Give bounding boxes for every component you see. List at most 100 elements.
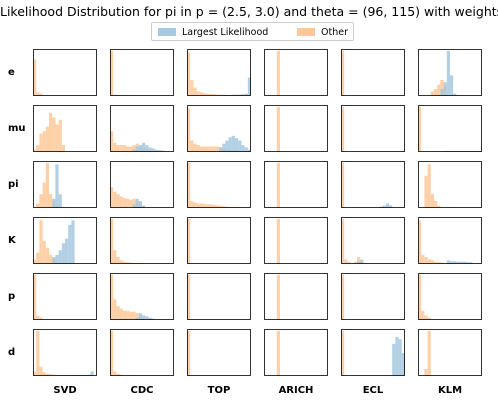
bar-other-6 (437, 84, 441, 96)
bar-other-1 (36, 203, 40, 208)
panel-e-cdc (110, 49, 174, 96)
bar-largest-likelihood-10 (142, 205, 146, 208)
panel-d-arich (264, 329, 328, 376)
bar-largest-likelihood-12 (148, 317, 152, 320)
bar-largest-likelihood-10 (450, 261, 454, 264)
panel-frame (418, 217, 482, 264)
bar-largest-likelihood-19 (401, 353, 405, 376)
panel-mu-arich (264, 105, 328, 152)
col-label-ecl: ECL (362, 385, 384, 396)
row-label-p: p (8, 291, 16, 302)
bar-other-4 (45, 126, 49, 152)
bar-other-1 (113, 371, 117, 376)
bar-largest-likelihood-12 (71, 220, 75, 264)
bar-largest-likelihood-17 (241, 145, 245, 152)
bar-largest-likelihood-9 (446, 260, 450, 264)
panel-frame (110, 105, 174, 152)
bar-other-1 (36, 330, 40, 376)
panel-e-svd (33, 49, 97, 96)
bar-other-10 (219, 205, 223, 208)
panel-pi-svd (33, 161, 97, 208)
bar-largest-likelihood-9 (61, 243, 65, 264)
legend-swatch-other (297, 28, 315, 36)
legend: Largest Likelihood Other (151, 22, 354, 41)
bar-other-0 (418, 106, 422, 152)
panel-mu-ecl (341, 105, 405, 152)
bar-other-0 (110, 187, 114, 208)
bar-other-2 (193, 143, 197, 152)
bar-other-2 (193, 87, 197, 96)
panel-k-svd (33, 217, 97, 264)
bar-other-2 (424, 257, 428, 264)
bar-other-1 (113, 250, 117, 264)
panel-frame (418, 273, 482, 320)
panel-pi-ecl (341, 161, 405, 208)
bar-other-0 (33, 259, 37, 264)
bar-other-0 (187, 274, 191, 320)
bar-other-2 (116, 194, 120, 208)
panel-frame (33, 105, 97, 152)
panel-k-arich (264, 217, 328, 264)
bar-largest-likelihood-16 (392, 343, 396, 376)
bar-other-3 (119, 145, 123, 152)
bar-largest-likelihood-6 (360, 260, 364, 264)
bar-other-4 (199, 92, 203, 96)
bar-other-0 (187, 108, 191, 152)
panel-frame (418, 329, 482, 376)
bar-other-0 (341, 162, 345, 208)
bar-other-3 (42, 182, 46, 208)
bar-other-2 (39, 133, 43, 152)
panel-frame (341, 105, 405, 152)
bar-other-3 (119, 260, 123, 264)
bar-other-3 (42, 131, 46, 152)
bar-other-4 (122, 197, 126, 208)
panel-frame (110, 329, 174, 376)
bar-other-8 (135, 313, 139, 320)
bar-other-7 (132, 198, 136, 208)
bar-largest-likelihood-11 (68, 224, 72, 264)
bar-other-4 (122, 310, 126, 320)
row-label-mu: mu (8, 123, 26, 134)
bar-other-1 (113, 142, 117, 152)
bar-other-5 (203, 146, 207, 152)
bar-other-2 (116, 257, 120, 264)
bar-other-6 (52, 117, 56, 152)
bar-other-2 (39, 93, 43, 96)
panel-pi-arich (264, 161, 328, 208)
bar-other-7 (132, 311, 136, 320)
bar-largest-likelihood-10 (450, 75, 454, 96)
bar-other-1 (36, 315, 40, 320)
panel-mu-klm (418, 105, 482, 152)
bar-other-2 (116, 373, 120, 376)
bar-largest-likelihood-7 (440, 89, 444, 96)
bar-largest-likelihood-13 (228, 137, 232, 152)
panel-frame (264, 105, 328, 152)
panel-frame (33, 329, 97, 376)
bar-largest-likelihood-9 (446, 50, 450, 96)
panel-frame (264, 273, 328, 320)
bar-other-6 (206, 146, 210, 152)
bar-largest-likelihood-11 (453, 261, 457, 264)
bar-other-4 (430, 91, 434, 96)
bar-largest-likelihood-14 (154, 149, 158, 152)
bar-other-4 (199, 146, 203, 152)
bar-largest-likelihood-6 (52, 198, 56, 208)
bar-largest-likelihood-7 (55, 254, 59, 264)
bar-other-3 (427, 164, 431, 208)
bar-other-2 (39, 220, 43, 264)
bar-other-5 (126, 262, 130, 264)
bar-other-4 (45, 247, 49, 264)
bar-other-3 (196, 203, 200, 208)
bar-other-3 (427, 330, 431, 376)
bar-other-0 (187, 330, 191, 376)
bar-largest-likelihood-8 (135, 146, 139, 152)
bar-largest-likelihood-13 (382, 205, 386, 208)
panel-frame (33, 273, 97, 320)
bar-other-2 (39, 366, 43, 376)
bar-largest-likelihood-12 (148, 147, 152, 152)
bar-other-2 (116, 306, 120, 320)
bar-largest-likelihood-11 (145, 316, 149, 320)
bar-other-3 (427, 259, 431, 264)
legend-item-largest-likelihood: Largest Likelihood (158, 26, 268, 38)
